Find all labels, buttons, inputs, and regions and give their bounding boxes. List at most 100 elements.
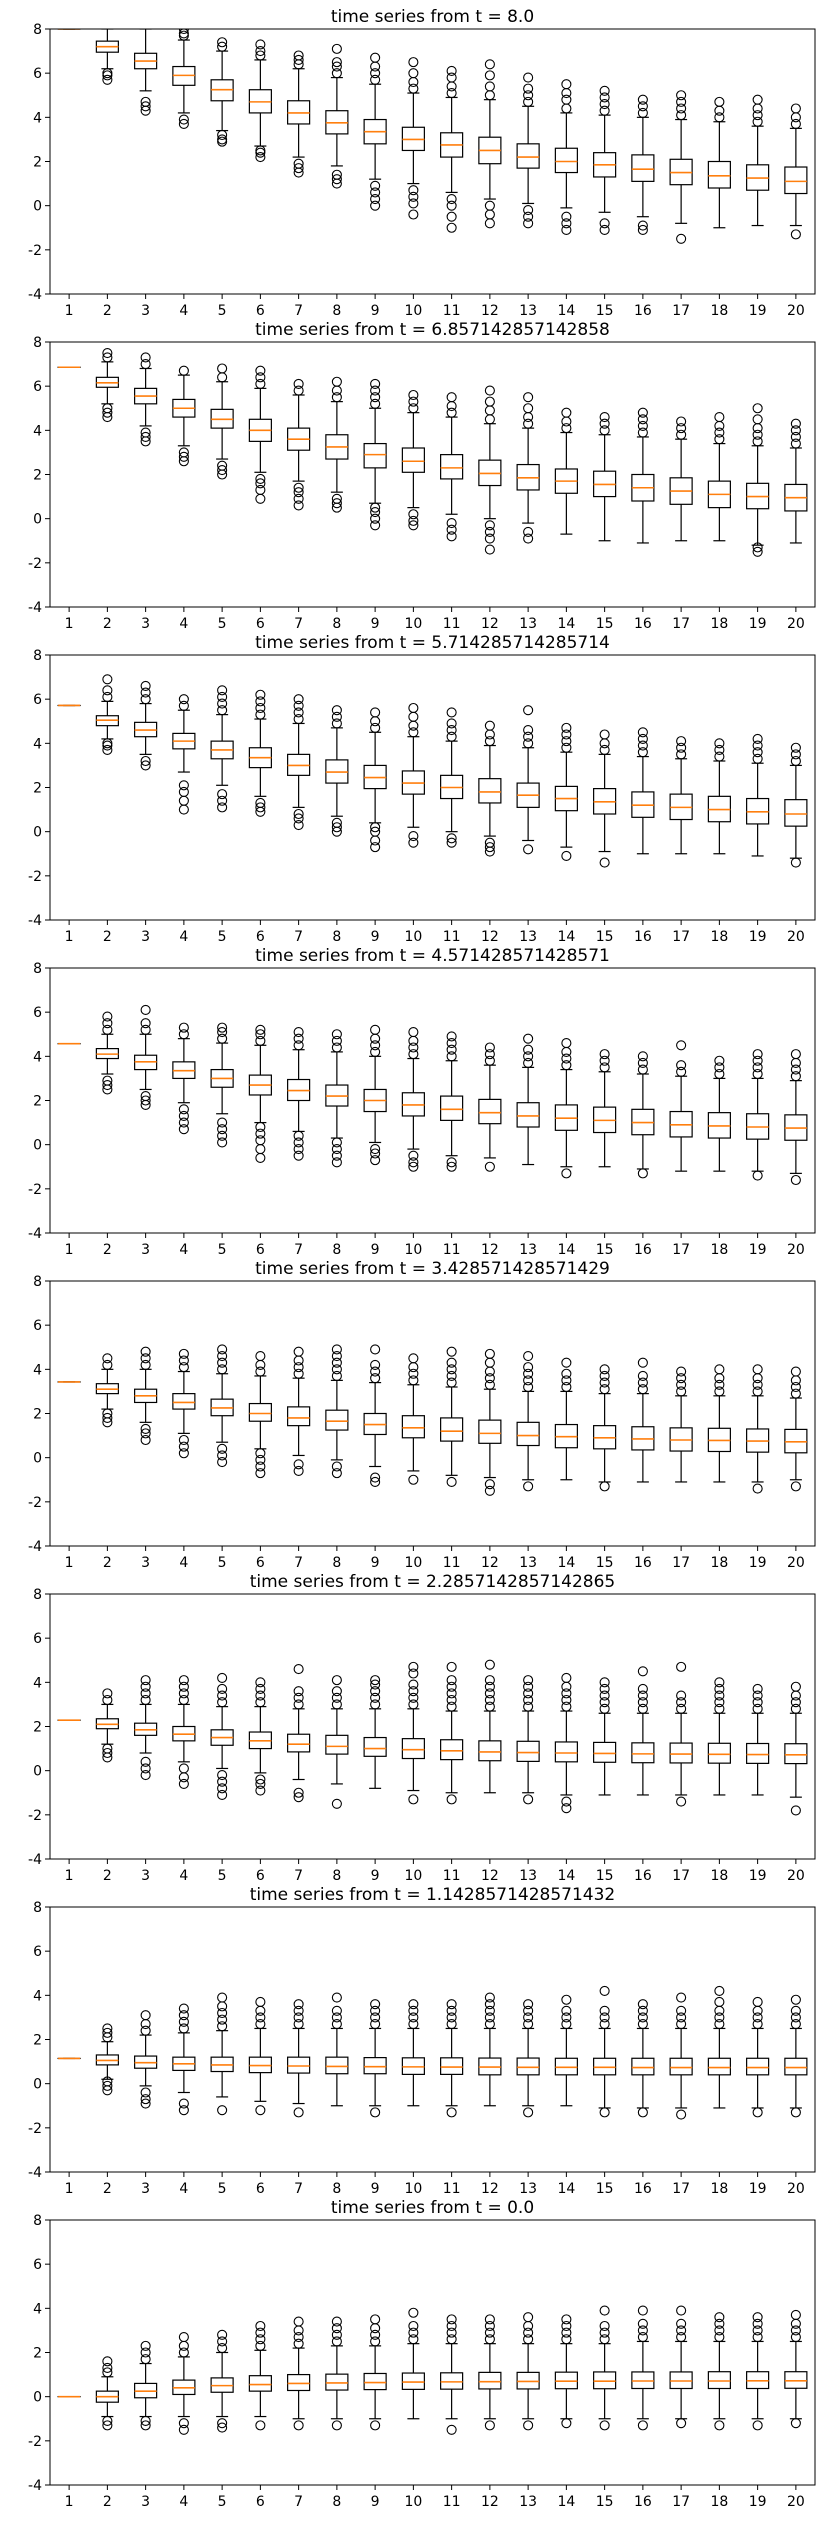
outlier-point [255,689,266,700]
boxplot-group [57,347,808,557]
x-tick-label: 13 [519,1555,537,1571]
outlier-point [370,1999,381,2010]
outlier-point [484,842,495,853]
box-4 [172,365,196,467]
x-tick-label: 1 [65,2494,74,2510]
outlier-point [637,2331,648,2343]
outlier-point [599,729,610,740]
outlier-point [484,526,495,537]
outlier-point [484,2314,495,2325]
outlier-point [637,414,648,425]
outlier-point [178,780,189,791]
x-tick-label: 7 [294,929,303,945]
outlier-point [790,2325,801,2336]
outlier-point [370,200,381,211]
outlier-point [752,1703,763,1714]
x-tick-label: 7 [294,616,303,632]
box-8 [325,2316,349,2431]
outlier-point [523,2420,534,2431]
outlier-point [102,1408,113,1419]
outlier-point [714,412,725,423]
outlier-point [293,1459,304,1470]
x-tick-label: 17 [672,616,690,632]
outlier-point [217,1690,228,1701]
outlier-point [408,1474,419,1485]
outlier-point [370,1699,381,1710]
outlier-point [102,2356,113,2367]
outlier-point [331,705,342,716]
outlier-point [255,152,266,163]
box-8 [325,1675,349,1809]
box-7 [287,694,311,831]
outlier-point [599,744,610,756]
outlier-point [714,2005,725,2016]
box-10 [401,389,425,531]
boxplot-group [57,29,808,244]
outlier-point [140,1681,151,1692]
outlier-point [255,493,266,504]
y-tick-label: -2 [28,1182,42,1198]
outlier-point [140,1756,151,1767]
outlier-point [523,2327,534,2338]
outlier-point [446,2327,457,2338]
box-3 [134,2010,158,2109]
iqr-box [669,2057,693,2076]
outlier-point [637,420,648,431]
y-tick-label: 0 [33,1138,42,1154]
outlier-point [217,1344,228,1355]
outlier-point [752,1055,763,1066]
x-tick-label: 10 [404,2494,422,2510]
outlier-point [331,2420,342,2431]
outlier-point [561,1694,572,1706]
outlier-point [523,96,534,107]
outlier-point [714,1985,725,1996]
outlier-point [178,786,189,797]
box-5 [210,1672,234,1801]
outlier-point [178,2023,189,2034]
x-tick-label: 5 [218,616,227,632]
boxplot-group [57,674,808,868]
outlier-point [331,1029,342,1040]
x-tick-label: 16 [634,2181,652,2197]
x-tick-label: 4 [179,929,188,945]
outlier-point [178,1022,189,1033]
outlier-point [255,696,266,707]
outlier-point [676,103,687,114]
x-tick-label: 1 [65,1242,74,1258]
x-tick-label: 6 [256,2494,265,2510]
outlier-point [140,2094,151,2105]
outlier-point [446,837,457,848]
outlier-point [752,2312,763,2323]
outlier-point [255,1135,266,1146]
outlier-point [714,434,725,445]
outlier-point [370,1686,381,1697]
outlier-point [790,2005,801,2016]
x-tick-label: 11 [443,616,461,632]
outlier-point [523,1057,534,1069]
x-tick-label: 14 [557,1868,575,1884]
outlier-point [752,740,763,751]
outlier-point [370,180,381,191]
outlier-point [408,389,419,401]
outlier-point [676,1066,687,1077]
box-4 [172,1348,196,1459]
y-tick-label: 4 [33,1049,42,1065]
outlier-point [790,2018,801,2030]
outlier-point [140,1694,151,1706]
outlier-point [561,729,572,740]
outlier-point [752,110,763,121]
outlier-point [484,81,495,92]
outlier-point [255,1697,266,1708]
outlier-point [140,101,151,112]
outlier-point [637,1057,648,1069]
outlier-point [293,2012,304,2023]
outlier-point [217,1357,228,1368]
outlier-point [140,2087,151,2098]
box-6 [248,2320,272,2431]
outlier-point [293,1150,304,1161]
box-5 [210,1022,234,1148]
box-5 [210,37,234,147]
box-15 [593,1049,617,1168]
box-14 [554,1357,578,1481]
